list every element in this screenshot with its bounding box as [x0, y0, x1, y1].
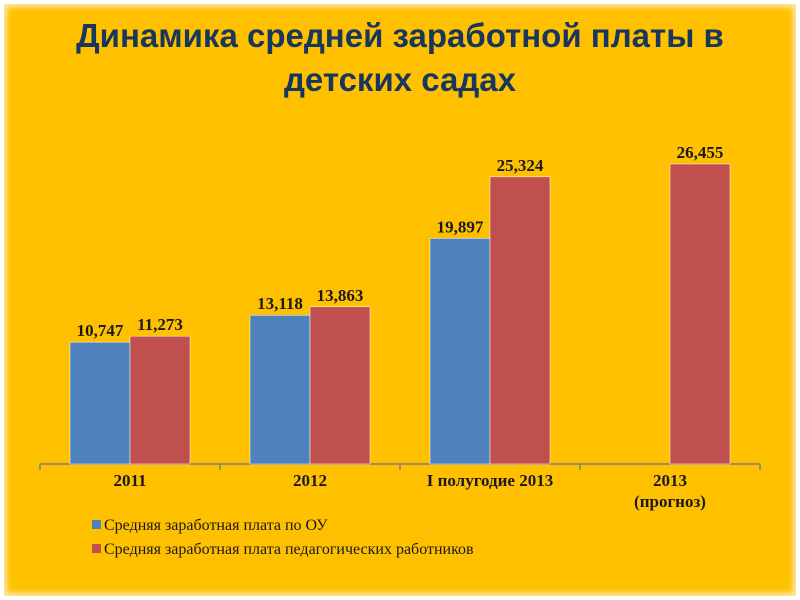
x-tick-label: 2013	[653, 471, 687, 490]
data-label: 19,897	[437, 217, 484, 236]
legend-swatch-2	[92, 544, 101, 553]
data-label: 13,863	[317, 286, 364, 305]
x-tick-label: 2012	[293, 471, 327, 490]
bar-series2-3	[489, 176, 551, 465]
bar-series1-3	[429, 238, 491, 465]
x-tick-label: (прогноз)	[634, 492, 706, 511]
bar-series2-2	[309, 306, 371, 465]
x-tick-label: 2011	[113, 471, 146, 490]
bar-series1-2	[249, 314, 311, 465]
data-label: 11,273	[137, 315, 183, 334]
bar-series2-1	[129, 335, 191, 465]
legend-swatch-1	[92, 520, 101, 529]
bar-series2-4	[669, 163, 731, 465]
data-label: 26,455	[677, 143, 724, 162]
slide-background	[4, 4, 796, 596]
x-tick-label: I полугодие 2013	[427, 471, 553, 490]
legend-label-2: Средняя заработная плата педагогических …	[104, 541, 474, 558]
data-label: 13,118	[257, 294, 303, 313]
legend-label-1: Средняя заработная плата по ОУ	[104, 517, 328, 534]
bar-series1-1	[69, 341, 131, 465]
data-label: 25,324	[497, 156, 544, 175]
data-label: 10,747	[77, 321, 124, 340]
page-title: Динамика средней заработной платы в детс…	[76, 17, 724, 98]
